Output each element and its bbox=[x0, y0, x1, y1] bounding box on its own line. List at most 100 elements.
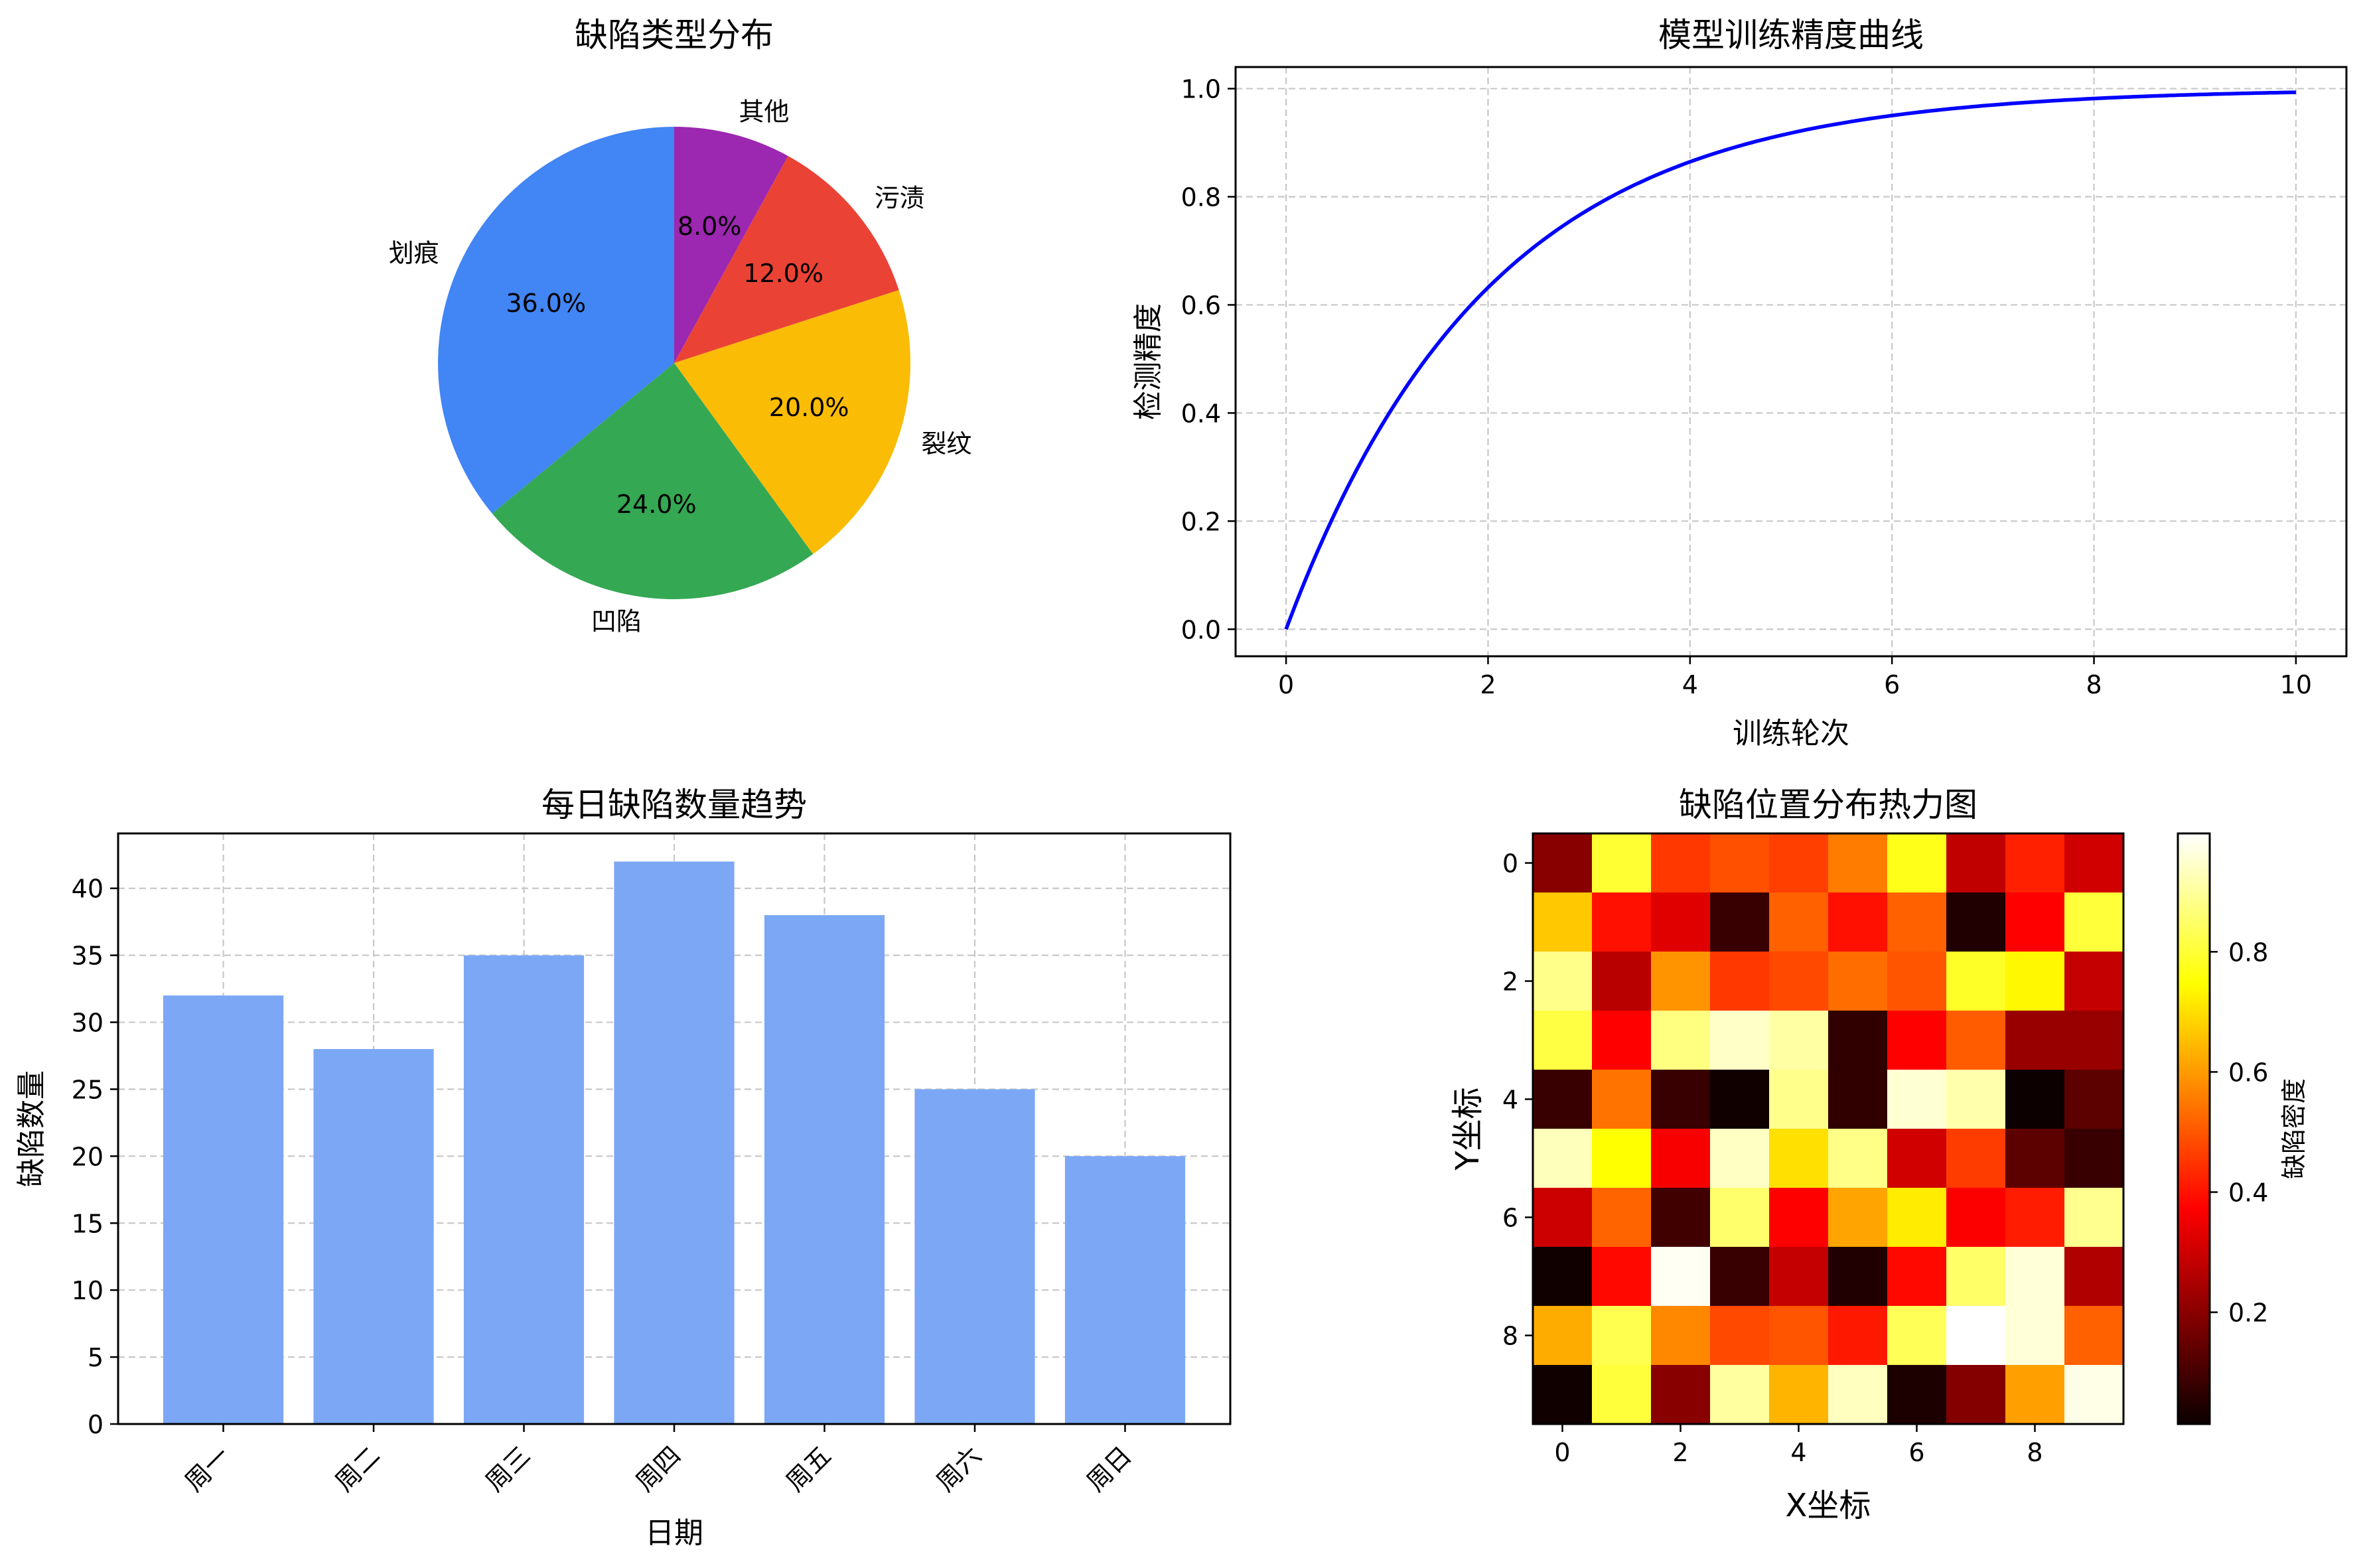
x-tick-label: 8 bbox=[2027, 1438, 2042, 1467]
heatmap-cell bbox=[2005, 1188, 2065, 1247]
heatmap-cell bbox=[2064, 1129, 2124, 1188]
heatmap-cell bbox=[1710, 1247, 1770, 1307]
heatmap-cell bbox=[1651, 1011, 1711, 1070]
heatmap-cell bbox=[1769, 1070, 1829, 1129]
heatmap-cell bbox=[1946, 1365, 2006, 1425]
y-tick-label: 30 bbox=[72, 1009, 104, 1038]
y-tick-label: 0.4 bbox=[1181, 399, 1221, 428]
pie-category-label: 凹陷 bbox=[591, 607, 642, 636]
y-tick-label: 35 bbox=[72, 942, 104, 971]
heatmap-cell bbox=[1651, 952, 1711, 1011]
heatmap-cell bbox=[2064, 1365, 2124, 1425]
pie-slice-0 bbox=[438, 127, 674, 514]
line-grid bbox=[1236, 67, 2346, 656]
heatmap-cell bbox=[1769, 833, 1829, 893]
y-tick-label: 15 bbox=[72, 1209, 104, 1238]
heatmap-cell bbox=[1533, 892, 1593, 952]
y-tick-label: 0 bbox=[1502, 849, 1518, 879]
heatmap-cell bbox=[1769, 1011, 1829, 1070]
colorbar-tick-label: 0.6 bbox=[2228, 1058, 2268, 1087]
pie-labels: 36.0% 划痕 24.0% 凹陷 20.0% 裂纹 12.0% 污渍 8.0% 其他 bbox=[389, 98, 972, 636]
heatmap-cell bbox=[2005, 1247, 2065, 1307]
heatmap-cell bbox=[1828, 1247, 1888, 1307]
y-tick-label: 8 bbox=[1502, 1322, 1518, 1351]
bar-title: 每日缺陷数量趋势 bbox=[541, 786, 807, 824]
heatmap-cell bbox=[1828, 952, 1888, 1011]
x-tick-label: 0 bbox=[1278, 670, 1294, 699]
heatmap-cell bbox=[1592, 1188, 1652, 1247]
colorbar-ticks: 0.2 0.4 0.6 0.8 bbox=[2210, 938, 2268, 1328]
x-tick-label: 2 bbox=[1480, 670, 1496, 699]
heatmap-title: 缺陷位置分布热力图 bbox=[1679, 786, 1977, 824]
heatmap-cell bbox=[1710, 1011, 1770, 1070]
y-tick-label: 25 bbox=[72, 1075, 104, 1104]
colorbar-tick-label: 0.4 bbox=[2228, 1178, 2268, 1208]
heatmap-cell bbox=[1887, 1188, 1947, 1247]
heatmap-cell bbox=[1651, 833, 1711, 893]
heatmap-ylabel: Y坐标 bbox=[1449, 1087, 1486, 1171]
heatmap-cell bbox=[1769, 892, 1829, 952]
heatmap-cell bbox=[1710, 952, 1770, 1011]
heatmap-ticks: 0 2 4 6 8 0 2 4 6 8 bbox=[1502, 849, 2043, 1468]
heatmap-cell bbox=[2005, 1306, 2065, 1366]
pie-category-label: 其他 bbox=[739, 98, 789, 127]
y-tick-label: 4 bbox=[1502, 1086, 1518, 1115]
pie-slice-1 bbox=[492, 363, 814, 600]
heatmap-cell bbox=[1828, 892, 1888, 952]
heatmap-cell bbox=[1769, 1188, 1829, 1247]
heatmap-cell bbox=[2005, 833, 2065, 893]
heatmap-cell bbox=[2005, 1365, 2065, 1425]
heatmap-cell bbox=[1533, 833, 1593, 893]
heatmap-cell bbox=[1946, 1306, 2006, 1366]
heatmap-cell bbox=[1887, 952, 1947, 1011]
heatmap-cell bbox=[1533, 1129, 1593, 1188]
pie-category-label: 裂纹 bbox=[921, 429, 971, 459]
heatmap-cell bbox=[1533, 1188, 1593, 1247]
colorbar-tick-label: 0.2 bbox=[2228, 1299, 2268, 1328]
pie-pct-label: 24.0% bbox=[616, 490, 697, 519]
heatmap-cell bbox=[2005, 952, 2065, 1011]
heatmap-cell bbox=[1533, 1011, 1593, 1070]
heatmap-cell bbox=[1769, 1247, 1829, 1307]
heatmap-cell bbox=[1828, 1011, 1888, 1070]
heatmap-cell bbox=[1651, 1188, 1711, 1247]
bar-6 bbox=[1064, 1156, 1186, 1424]
heatmap-cell bbox=[1946, 1011, 2006, 1070]
heatmap-cell bbox=[1769, 1365, 1829, 1425]
heatmap-cell bbox=[1651, 1306, 1711, 1366]
heatmap-cell bbox=[1946, 1129, 2006, 1188]
heatmap-cell bbox=[1887, 1306, 1947, 1366]
heatmap-cell bbox=[1887, 1247, 1947, 1307]
y-tick-label: 20 bbox=[72, 1142, 104, 1171]
heatmap-cell bbox=[1592, 1306, 1652, 1366]
line-chart: 模型训练精度曲线 0 2 4 6 8 100.00.20.40.60.81.0 训练轮次 … bbox=[1131, 16, 2348, 750]
heatmap-cell bbox=[1769, 1306, 1829, 1366]
heatmap-cell bbox=[1592, 1070, 1652, 1129]
heatmap-cell bbox=[1946, 1247, 2006, 1307]
heatmap-cell bbox=[2064, 1247, 2124, 1307]
y-tick-label: 0.2 bbox=[1181, 507, 1221, 536]
heatmap-cell bbox=[1592, 833, 1652, 893]
x-tick-label: 0 bbox=[1554, 1438, 1570, 1467]
heatmap-cell bbox=[1946, 892, 2006, 952]
x-tick-label: 2 bbox=[1672, 1438, 1688, 1467]
heatmap-cell bbox=[1533, 952, 1593, 1011]
pie-chart: 缺陷类型分布 36.0% 划痕 24.0% 凹陷 20.0% 裂纹 12.0% 污渍 8.0% 其… bbox=[389, 16, 972, 636]
heatmap-cell bbox=[1651, 1365, 1711, 1425]
heatmap-cell bbox=[1592, 892, 1652, 952]
heatmap-cell bbox=[1651, 1247, 1711, 1307]
heatmap-cell bbox=[2005, 1070, 2065, 1129]
heatmap-cell bbox=[1769, 1129, 1829, 1188]
heatmap-cells bbox=[1533, 833, 2124, 1425]
heatmap-cell bbox=[1828, 1306, 1888, 1366]
x-tick-label: 4 bbox=[1790, 1438, 1806, 1467]
x-tick-label: 10 bbox=[2280, 670, 2312, 699]
heatmap-cell bbox=[2064, 1011, 2124, 1070]
heatmap-cell bbox=[1887, 1129, 1947, 1188]
pie-pct-label: 12.0% bbox=[743, 259, 824, 288]
heatmap-cell bbox=[1887, 1365, 1947, 1425]
bar-4 bbox=[764, 915, 885, 1424]
line-title: 模型训练精度曲线 bbox=[1658, 16, 1924, 54]
heatmap-cell bbox=[2064, 1188, 2124, 1247]
